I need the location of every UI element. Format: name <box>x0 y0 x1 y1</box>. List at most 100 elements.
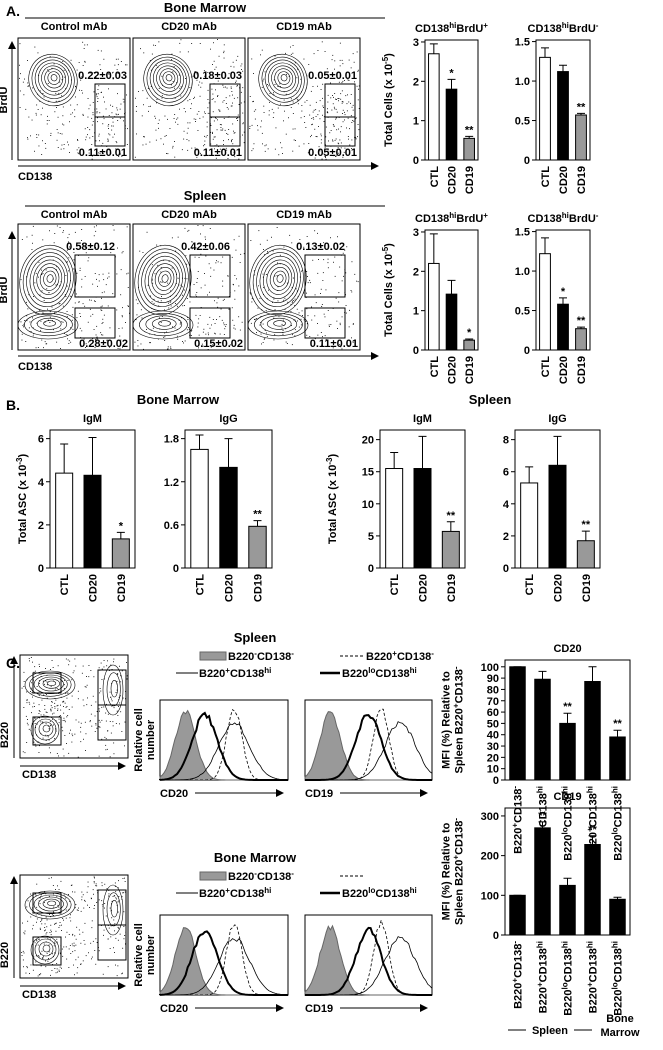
event-dot <box>320 288 322 290</box>
event-dot <box>195 149 197 151</box>
event-dot <box>35 114 37 116</box>
event-dot <box>25 341 27 342</box>
event-dot <box>99 721 101 723</box>
contour <box>24 890 76 920</box>
event-dot <box>307 282 309 284</box>
event-dot <box>42 957 44 959</box>
event-dot <box>296 290 298 292</box>
event-dot <box>124 891 126 893</box>
x-tick-label: B220+CD138- <box>510 941 525 1009</box>
event-dot <box>336 99 337 100</box>
axis-label: CD138 <box>22 769 56 781</box>
event-dot <box>74 231 76 233</box>
contour <box>161 274 169 283</box>
event-dot <box>273 298 275 300</box>
event-dot <box>36 906 38 908</box>
event-dot <box>62 321 64 323</box>
event-dot <box>69 660 71 662</box>
axis-label: CD19 <box>305 788 333 800</box>
event-dot <box>23 94 25 96</box>
significance: ** <box>582 519 591 531</box>
event-dot <box>149 60 151 61</box>
event-dot <box>289 234 291 236</box>
event-dot <box>127 272 129 274</box>
event-dot <box>351 337 352 339</box>
event-dot <box>124 113 125 115</box>
event-dot <box>190 335 192 336</box>
event-dot <box>320 142 322 144</box>
event-dot <box>300 324 302 326</box>
event-dot <box>74 907 76 909</box>
event-dot <box>340 147 342 149</box>
event-dot <box>60 704 61 706</box>
event-dot <box>286 73 287 75</box>
legend-swatch <box>199 871 227 881</box>
event-dot <box>69 288 71 290</box>
event-dot <box>94 347 96 349</box>
event-dot <box>273 317 275 319</box>
event-dot <box>104 736 106 738</box>
event-dot <box>80 79 82 81</box>
event-dot <box>118 880 119 882</box>
event-dot <box>90 154 92 156</box>
event-dot <box>68 257 70 259</box>
event-dot <box>78 301 80 303</box>
text-part: B220 <box>588 987 600 1013</box>
event-dot <box>85 347 86 348</box>
event-dot <box>78 929 80 931</box>
event-dot <box>95 938 97 940</box>
event-dot <box>36 883 38 885</box>
contour <box>42 678 60 689</box>
event-dot <box>92 695 94 697</box>
event-dot <box>149 141 151 143</box>
contour <box>273 270 287 287</box>
event-dot <box>227 133 229 135</box>
event-dot <box>341 90 343 92</box>
text-part: B220 <box>228 871 254 883</box>
gate <box>32 892 62 914</box>
event-dot <box>227 158 229 159</box>
error-bar <box>88 437 97 476</box>
event-dot <box>111 129 113 131</box>
event-dot <box>70 327 71 329</box>
axis-label: CD138 <box>22 989 56 1001</box>
contour <box>34 718 57 741</box>
event-dot <box>102 273 104 275</box>
event-dot <box>176 82 178 84</box>
event-dot <box>30 916 32 918</box>
event-dot <box>97 71 99 73</box>
event-dot <box>229 344 231 346</box>
event-dot <box>276 275 278 277</box>
event-dot <box>91 144 93 145</box>
contour <box>19 244 77 316</box>
event-dot <box>292 128 294 130</box>
event-dot <box>23 932 25 934</box>
event-dot <box>21 339 23 341</box>
event-dot <box>323 107 324 108</box>
event-dot <box>41 919 43 921</box>
event-dot <box>202 225 204 227</box>
event-dot <box>35 347 37 349</box>
event-dot <box>119 933 121 935</box>
significance: * <box>449 67 454 79</box>
event-dot <box>40 973 42 975</box>
event-dot <box>237 114 239 116</box>
event-dot <box>307 315 309 317</box>
significance: * <box>467 327 472 339</box>
event-dot <box>54 706 56 707</box>
event-dot <box>207 349 209 350</box>
event-dot <box>45 966 47 968</box>
event-dot <box>57 665 59 667</box>
event-dot <box>250 293 251 295</box>
event-dot <box>68 343 70 344</box>
gate-value: 0.15±0.02 <box>194 338 243 350</box>
event-dot <box>61 930 62 931</box>
y-axis-label: MFI (%) Relative to <box>441 671 453 769</box>
event-dot <box>320 133 322 135</box>
event-dot <box>346 103 348 105</box>
event-dot <box>36 134 38 136</box>
event-dot <box>63 684 65 686</box>
event-dot <box>66 285 68 287</box>
event-dot <box>292 113 294 114</box>
event-dot <box>91 117 93 119</box>
